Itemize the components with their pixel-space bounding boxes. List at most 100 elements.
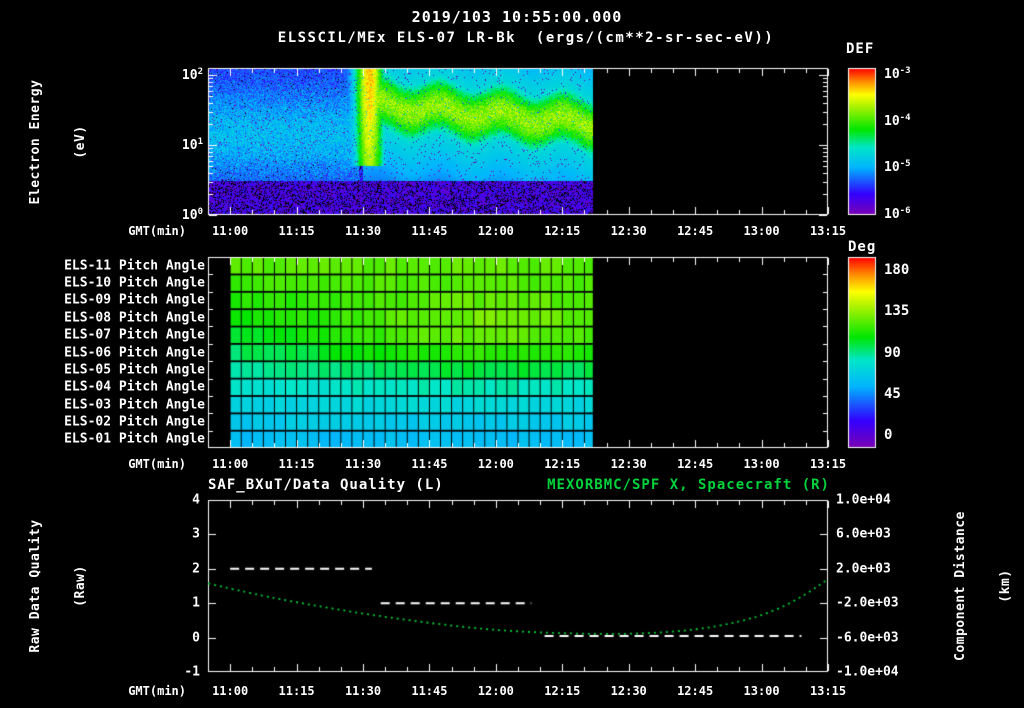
- exp-sup: 0: [197, 206, 203, 217]
- panel3-right-axis-label-line2: (km): [998, 569, 1013, 603]
- x-tick-label-panel2: 12:00: [477, 457, 514, 471]
- x-tick-label-panel2: 13:00: [743, 457, 780, 471]
- x-tick-label-panel2: 12:15: [544, 457, 581, 471]
- colorbar-deg-tick-label: 180: [884, 262, 910, 278]
- x-tick-label-panel1: 12:30: [610, 224, 647, 238]
- units-label: (ergs/(cm**2-sr-sec-eV)): [535, 30, 775, 46]
- exp-sup: -6: [899, 205, 911, 216]
- x-tick-label-panel1: 12:15: [544, 224, 581, 238]
- x-tick-label-panel2: 11:15: [278, 457, 315, 471]
- colorbar-deg-tick-label: 45: [884, 385, 901, 402]
- panel3-left-tick-label: -1: [184, 664, 200, 680]
- pitch-row-label: ELS-06 Pitch Angle: [64, 345, 205, 360]
- x-tick-label-panel1: 12:45: [677, 224, 714, 238]
- x-tick-label-panel1: 11:45: [411, 224, 448, 238]
- panel3-right-tick-label: 2.0e+03: [836, 561, 891, 577]
- panel3-left-tick-label: 1: [192, 595, 200, 611]
- panel3-right-axis-label-line1: Component Distance: [953, 511, 968, 661]
- panel1-y-axis-label-line2: (eV): [73, 125, 88, 159]
- colorbar-deg-tick-label: 135: [884, 303, 910, 320]
- x-tick-label-panel2: 12:30: [610, 457, 647, 471]
- colorbar-deg-tick-label: 90: [884, 344, 901, 361]
- x-tick-label-panel1: 11:00: [212, 224, 249, 238]
- x-tick-label-panel3: 11:00: [212, 684, 249, 698]
- pitch-row-label: ELS-05 Pitch Angle: [64, 362, 205, 378]
- exp-base: 10: [884, 113, 900, 129]
- instrument-label: ELSSCIL/MEx ELS-07 LR-Bk: [277, 30, 517, 46]
- exp-sup: 2: [197, 66, 203, 77]
- panel3-right-tick-label: 6.0e+03: [836, 526, 891, 542]
- panel3-left-tick-label: 2: [192, 561, 200, 577]
- subtitle-gap: [516, 30, 536, 46]
- panel1-y-axis-label-line1: Electron Energy: [28, 79, 43, 205]
- x-tick-label-panel1: 11:30: [344, 224, 382, 238]
- exp-sup: -5: [899, 159, 911, 170]
- pitch-row-label: ELS-04 Pitch Angle: [64, 379, 205, 395]
- x-tick-label-panel1: 13:15: [809, 224, 847, 238]
- panel1-y-tick-label: 100: [182, 207, 203, 223]
- panel3-right-tick-label: -1.0e+04: [836, 664, 899, 680]
- x-tick-label-panel2: 11:45: [411, 457, 448, 471]
- x-tick-label-panel1: 11:15: [278, 224, 315, 238]
- exp-sup: -3: [899, 65, 911, 76]
- panel3-title-left: SAF_BXuT/Data Quality (L): [208, 477, 444, 493]
- pitch-row-label: ELS-11 Pitch Angle: [64, 258, 205, 274]
- x-tick-label-panel1: 13:00: [743, 224, 780, 238]
- x-tick-label-panel2: 11:30: [344, 457, 382, 471]
- plot-subtitle: ELSSCIL/MEx ELS-07 LR-Bk (ergs/(cm**2-sr…: [0, 30, 1024, 46]
- exp-base: 10: [884, 207, 900, 223]
- colorbar-def-tick-label: 10-4: [884, 112, 911, 128]
- x-tick-label-panel2: 13:15: [809, 457, 847, 471]
- panel3-left-tick-label: 4: [192, 492, 200, 508]
- panel3-right-tick-label: -6.0e+03: [836, 630, 899, 646]
- exp-base: 10: [884, 67, 900, 83]
- x-tick-label-panel3: 13:00: [743, 684, 780, 698]
- x-tick-label-panel3: 11:45: [411, 684, 448, 698]
- panel3-right-tick-label: 1.0e+04: [836, 492, 891, 508]
- exp-sup: -4: [899, 112, 911, 123]
- pitch-row-label: ELS-03 Pitch Angle: [64, 397, 205, 413]
- gmt-axis-label-panel3: GMT(min): [128, 684, 186, 698]
- colorbar-deg-tick-label: 0: [884, 427, 893, 443]
- x-tick-label-panel3: 12:15: [544, 684, 581, 698]
- panel3-right-axis-label: Component Distance (km): [923, 511, 1024, 661]
- pitch-row-label: ELS-09 Pitch Angle: [64, 292, 205, 308]
- panel3-title-right: MEXORBMC/SPF X, Spacecraft (R): [547, 477, 830, 493]
- panel1-y-tick-label: 102: [182, 67, 203, 83]
- panel1-y-tick-label: 101: [182, 137, 203, 153]
- x-tick-label-panel2: 12:45: [677, 457, 714, 471]
- x-tick-label-panel3: 12:00: [477, 684, 514, 698]
- colorbar-deg-title: Deg: [848, 239, 877, 255]
- panel3-left-axis-label: Raw Data Quality (Raw): [0, 519, 118, 652]
- pitch-row-label: ELS-07 Pitch Angle: [64, 327, 205, 343]
- panel3-right-tick-label: -2.0e+03: [836, 595, 899, 611]
- colorbar-def-tick-label: 10-5: [884, 159, 911, 175]
- colorbar-def-tick-label: 10-3: [884, 66, 911, 82]
- exp-base: 10: [181, 208, 198, 224]
- exp-base: 10: [884, 160, 900, 176]
- colorbar-def-tick-label: 10-6: [884, 206, 911, 222]
- colorbar-def-title: DEF: [846, 41, 875, 57]
- gmt-axis-label-panel2: GMT(min): [128, 457, 186, 471]
- panel1-y-axis-label: Electron Energy (eV): [0, 80, 118, 205]
- panel3-left-tick-label: 3: [192, 526, 200, 542]
- x-tick-label-panel3: 12:45: [677, 684, 714, 698]
- exp-sup: 1: [197, 136, 203, 147]
- page-title: 2019/103 10:55:00.000: [411, 8, 623, 26]
- x-tick-label-panel3: 11:15: [278, 684, 315, 698]
- pitch-row-label: ELS-10 Pitch Angle: [64, 275, 205, 291]
- panel3-left-tick-label: 0: [192, 630, 200, 646]
- exp-base: 10: [181, 138, 198, 154]
- x-tick-label-panel3: 11:30: [344, 684, 382, 698]
- panel3-left-axis-label-line1: Raw Data Quality: [28, 519, 43, 653]
- pitch-row-label: ELS-01 Pitch Angle: [64, 431, 205, 447]
- exp-base: 10: [181, 68, 198, 84]
- x-tick-label-panel3: 13:15: [809, 684, 847, 698]
- pitch-row-label: ELS-02 Pitch Angle: [64, 414, 205, 430]
- x-tick-label-panel2: 11:00: [212, 457, 249, 471]
- pitch-row-label: ELS-08 Pitch Angle: [64, 310, 205, 326]
- panel3-left-axis-label-line2: (Raw): [73, 565, 88, 607]
- gmt-axis-label-panel1: GMT(min): [128, 224, 186, 238]
